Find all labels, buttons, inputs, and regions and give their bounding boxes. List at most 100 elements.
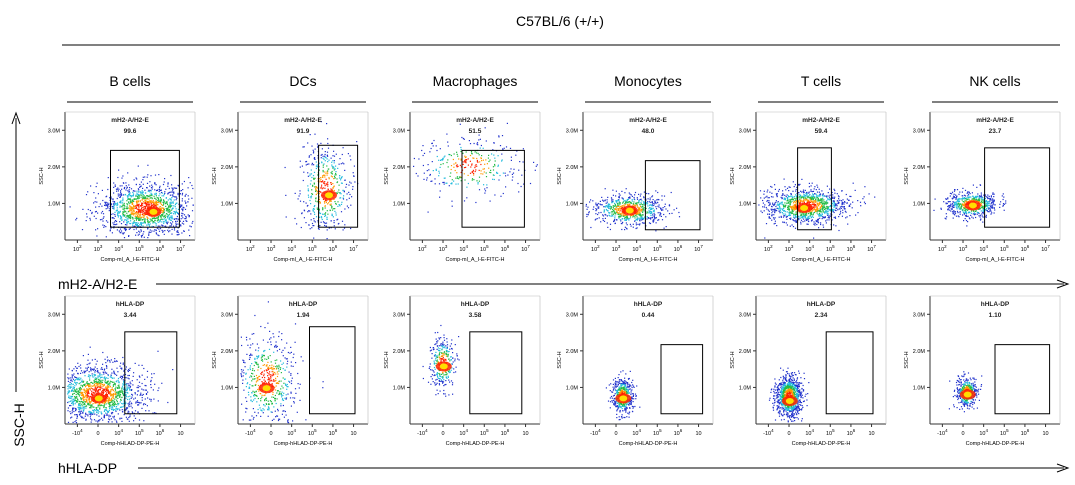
x-tick-label: 102 xyxy=(418,244,427,253)
x-tick-label: 105 xyxy=(308,244,317,253)
event-dot xyxy=(71,396,73,398)
x-tick-label: 107 xyxy=(694,244,703,253)
event-dot xyxy=(159,208,161,210)
event-dot xyxy=(982,206,984,208)
event-dot xyxy=(655,217,657,219)
event-dot xyxy=(831,202,833,204)
event-dot xyxy=(165,202,167,204)
event-dot xyxy=(160,215,162,217)
event-dot xyxy=(624,217,626,219)
event-dot xyxy=(114,204,116,206)
event-dot xyxy=(768,197,770,199)
flow-panel: 1.0M2.0M3.0MSSC-H102103104105106107Comp-… xyxy=(557,111,714,263)
event-dot xyxy=(802,216,804,218)
event-dot xyxy=(426,177,428,179)
event-dot xyxy=(833,224,835,226)
event-dot xyxy=(842,212,844,214)
event-dot xyxy=(127,196,129,198)
event-dot xyxy=(104,203,106,205)
event-dot xyxy=(793,196,795,198)
event-dot xyxy=(335,153,337,155)
event-dot xyxy=(435,168,437,170)
event-dot xyxy=(459,164,461,166)
event-dot xyxy=(606,199,608,201)
event-dot xyxy=(333,169,335,171)
event-dot xyxy=(955,194,957,196)
event-dot xyxy=(119,406,122,408)
event-dot xyxy=(616,210,618,212)
event-dot xyxy=(168,214,170,216)
event-dot xyxy=(146,216,148,218)
event-dot xyxy=(115,188,118,190)
event-dot xyxy=(117,193,119,195)
event-dot xyxy=(166,222,168,224)
event-dot xyxy=(91,393,93,395)
event-dot xyxy=(460,166,462,168)
event-dot xyxy=(635,222,637,224)
event-dot xyxy=(517,182,519,185)
event-dot xyxy=(134,198,136,200)
event-dot xyxy=(484,188,486,190)
event-dot xyxy=(159,187,161,189)
event-dot xyxy=(310,180,312,182)
event-dot xyxy=(586,213,588,215)
event-dot xyxy=(439,166,441,168)
x-tick-label: 107 xyxy=(867,244,876,253)
event-dot xyxy=(985,209,987,211)
event-dot xyxy=(152,412,154,414)
event-dot xyxy=(634,220,636,222)
event-dot xyxy=(440,159,442,161)
event-dot xyxy=(180,225,182,227)
event-dot xyxy=(825,201,827,203)
event-dot xyxy=(116,203,118,205)
event-dot xyxy=(88,371,90,373)
event-dot xyxy=(494,160,496,162)
event-dot xyxy=(804,215,807,217)
event-dot xyxy=(113,227,115,229)
event-dot xyxy=(137,188,139,190)
event-dot xyxy=(773,223,775,225)
event-dot xyxy=(122,232,124,234)
event-dot xyxy=(155,206,157,208)
event-dot xyxy=(114,221,116,223)
event-dot xyxy=(442,159,444,161)
event-dot xyxy=(175,225,177,227)
event-dot xyxy=(147,206,149,209)
event-dot xyxy=(476,165,478,167)
event-dot xyxy=(585,203,587,206)
event-dot xyxy=(126,206,128,208)
event-dot xyxy=(449,154,451,156)
event-dot xyxy=(978,200,980,203)
event-dot xyxy=(477,144,479,146)
event-dot xyxy=(490,172,492,174)
event-dot xyxy=(811,210,813,212)
event-dot xyxy=(177,212,179,214)
event-dot xyxy=(803,195,805,197)
event-dot xyxy=(784,186,786,188)
event-dot xyxy=(473,142,475,145)
event-dot xyxy=(963,203,965,205)
event-dot xyxy=(125,395,127,397)
event-dot xyxy=(154,193,156,195)
event-dot xyxy=(318,208,320,210)
event-dot xyxy=(329,200,331,203)
event-dot xyxy=(601,204,603,206)
event-dot xyxy=(157,199,159,202)
event-dot xyxy=(76,400,78,402)
event-dot xyxy=(126,186,128,188)
event-dot xyxy=(777,190,780,192)
event-dot xyxy=(970,214,972,216)
event-dot xyxy=(629,223,631,225)
event-dot xyxy=(844,201,846,203)
event-dot xyxy=(992,207,994,209)
event-dot xyxy=(423,178,425,180)
event-dot xyxy=(773,204,775,206)
event-dot xyxy=(972,217,974,219)
event-dot xyxy=(342,147,344,149)
event-dot xyxy=(347,207,350,209)
event-dot xyxy=(817,220,819,222)
event-dot xyxy=(149,203,151,205)
event-dot xyxy=(807,219,809,221)
event-dot xyxy=(313,218,315,220)
event-dot xyxy=(810,189,812,191)
